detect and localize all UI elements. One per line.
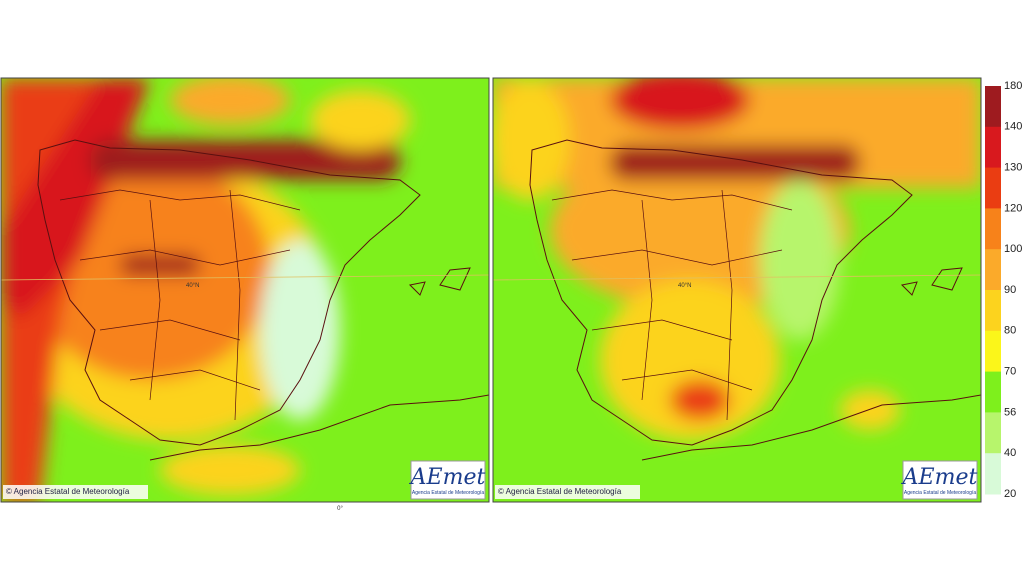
colorbar: 180 140 130 120 100 90 80 70 56 40 20 — [985, 80, 1022, 500]
colorbar-label: 100 — [1004, 243, 1022, 255]
colorbar-band — [985, 86, 1001, 128]
logo-subtitle: Agencia Estatal de Meteorología — [412, 490, 484, 496]
colorbar-band — [985, 126, 1001, 169]
colorbar-band — [985, 167, 1001, 209]
colorbar-band — [985, 208, 1001, 250]
map-right — [493, 78, 981, 502]
colorbar-label: 90 — [1004, 284, 1016, 296]
lat-label: 40°N — [186, 283, 199, 289]
colorbar-band — [985, 330, 1001, 373]
copyright: © Agencia Estatal de Meteorología — [498, 487, 622, 496]
logo: AEmet — [409, 465, 486, 490]
colorbar-band — [985, 371, 1001, 413]
colorbar-label: 80 — [1004, 325, 1016, 337]
colorbar-band — [985, 249, 1001, 291]
colorbar-band — [985, 290, 1001, 332]
colorbar-label: 40 — [1004, 447, 1016, 459]
logo-subtitle: Agencia Estatal de Meteorología — [904, 490, 976, 496]
colorbar-label: 56 — [1004, 406, 1016, 418]
copyright-box — [495, 485, 640, 499]
colorbar-label: 130 — [1004, 162, 1022, 174]
logo-box — [902, 460, 978, 500]
colorbar-band — [985, 453, 1001, 495]
colorbar-label: 120 — [1004, 202, 1022, 214]
colorbar-label: 180 — [1004, 80, 1022, 92]
colorbar-label: 20 — [1004, 488, 1016, 500]
lat-label: 40°N — [678, 283, 691, 289]
logo: AEmet — [901, 465, 978, 490]
colorbar-band — [985, 412, 1001, 454]
copyright: © Agencia Estatal de Meteorología — [6, 487, 130, 496]
colorbar-label: 140 — [1004, 121, 1022, 133]
lon-label: 0° — [337, 506, 343, 512]
map-frame — [0, 77, 490, 503]
copyright-box — [3, 485, 148, 499]
logo-box — [410, 460, 486, 500]
map-left — [1, 78, 489, 502]
map-frame — [492, 77, 982, 503]
colorbar-label: 70 — [1004, 366, 1016, 378]
